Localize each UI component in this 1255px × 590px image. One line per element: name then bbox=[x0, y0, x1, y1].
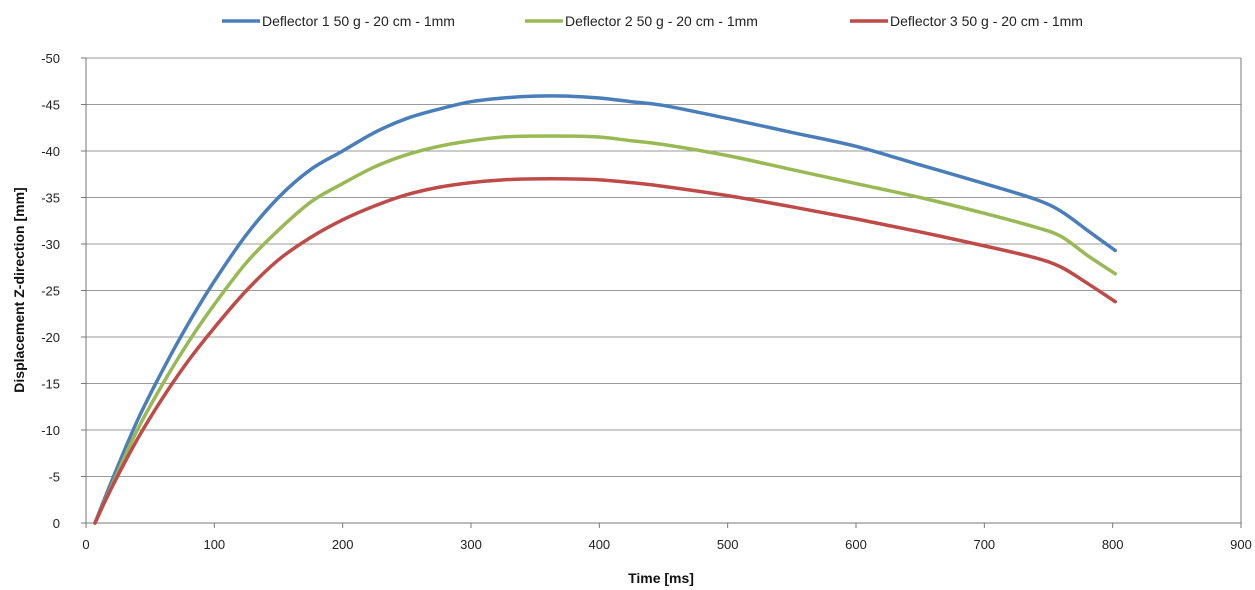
x-tick-label: 100 bbox=[203, 537, 225, 552]
x-tick-label: 200 bbox=[332, 537, 354, 552]
gridlines bbox=[86, 57, 1241, 477]
x-tick-label: 300 bbox=[460, 537, 482, 552]
x-tick-label: 900 bbox=[1230, 537, 1252, 552]
x-tick-label: 700 bbox=[973, 537, 995, 552]
y-tick-label: -35 bbox=[41, 191, 60, 206]
y-tick-label: -30 bbox=[41, 237, 60, 252]
x-axis-title: Time [ms] bbox=[628, 570, 694, 586]
x-tick-label: 500 bbox=[717, 537, 739, 552]
y-tick-label: -20 bbox=[41, 330, 60, 345]
y-tick-label: -40 bbox=[41, 144, 60, 159]
series-line-1 bbox=[93, 94, 1117, 525]
x-tick-label: 400 bbox=[588, 537, 610, 552]
legend-label-3: Deflector 3 50 g - 20 cm - 1mm bbox=[890, 13, 1083, 29]
x-tick-label: 800 bbox=[1102, 537, 1124, 552]
y-tick-labels: 0 -5 -10 -15 -20 -25 -30 -35 -40 -45 -50 bbox=[41, 51, 86, 531]
legend-label-2: Deflector 2 50 g - 20 cm - 1mm bbox=[565, 13, 758, 29]
series-line-3 bbox=[93, 177, 1117, 525]
y-axis-title: Displacement Z-direction [mm] bbox=[11, 187, 27, 392]
x-tick-labels: 0 100 200 300 400 500 600 700 800 900 bbox=[82, 523, 1252, 552]
y-tick-label: -25 bbox=[41, 284, 60, 299]
y-tick-label: -10 bbox=[41, 423, 60, 438]
series-line-2 bbox=[93, 134, 1117, 525]
x-tick-label: 0 bbox=[82, 537, 89, 552]
series-lines bbox=[93, 94, 1117, 525]
legend-label-1: Deflector 1 50 g - 20 cm - 1mm bbox=[262, 13, 455, 29]
y-tick-label: -5 bbox=[48, 470, 60, 485]
y-tick-label: -50 bbox=[41, 51, 60, 66]
y-tick-label: -15 bbox=[41, 377, 60, 392]
y-tick-label: 0 bbox=[53, 516, 60, 531]
y-tick-label: -45 bbox=[41, 98, 60, 113]
x-tick-label: 600 bbox=[845, 537, 867, 552]
legend: Deflector 1 50 g - 20 cm - 1mm Deflector … bbox=[222, 13, 1083, 29]
